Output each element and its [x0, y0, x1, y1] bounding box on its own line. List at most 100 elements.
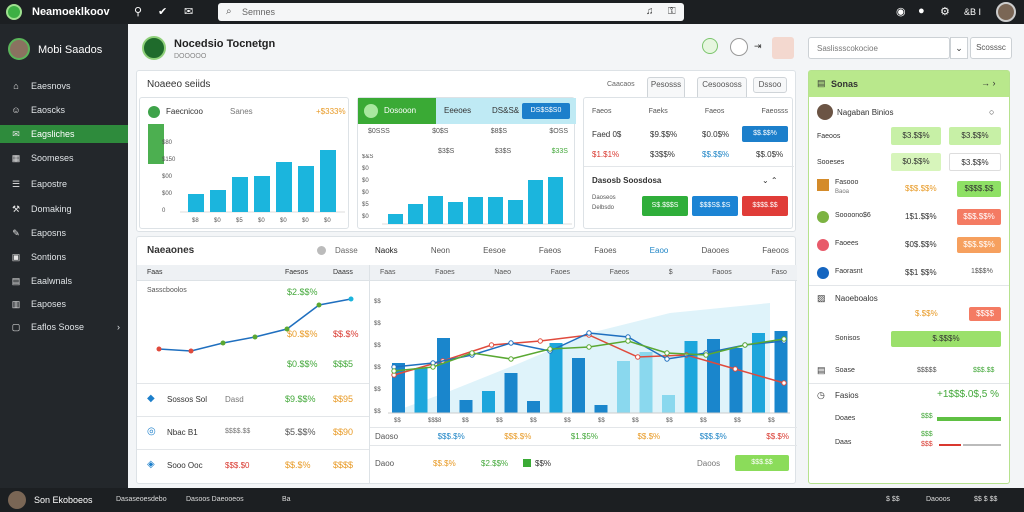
- y-tick-label: $$: [374, 387, 381, 393]
- app-logo-icon: [6, 4, 22, 20]
- line-point: [547, 346, 553, 352]
- sidebar-item-7[interactable]: ▣ Sontions: [0, 248, 128, 266]
- line-point: [348, 296, 354, 302]
- s2-value: $.$$$%: [891, 331, 1001, 347]
- sidebar-item-3[interactable]: ▦ Soomeses: [0, 149, 128, 167]
- header-search-input[interactable]: Saslissscokocioe: [808, 37, 950, 59]
- action-button-green[interactable]: S$.$$$S: [642, 196, 688, 216]
- chart-bar: [437, 338, 450, 413]
- faeos-col: Faeos: [592, 108, 612, 115]
- gem-icon: ◈: [147, 459, 155, 470]
- chevron-down-icon[interactable]: ⌄: [950, 37, 968, 59]
- profile-icon[interactable]: ○: [989, 107, 995, 117]
- sidebar-avatar[interactable]: [8, 38, 30, 60]
- check-icon[interactable]: ✔: [158, 6, 168, 18]
- sidebar-item-label: Eaalwnals: [31, 276, 73, 286]
- progress-bar: [937, 417, 1001, 421]
- sidebar-item-4[interactable]: ☰ Eapostre: [0, 175, 128, 193]
- sidebar-item-9[interactable]: ▥ Eaposes: [0, 295, 128, 313]
- logo-icon: [817, 179, 829, 191]
- right-col: $: [668, 269, 673, 276]
- section3-title: Fasios: [835, 391, 859, 400]
- lock-icon[interactable]: ⚿: [668, 6, 676, 17]
- right-tab[interactable]: Eaoo: [649, 246, 669, 255]
- mail-icon[interactable]: ✉: [184, 6, 194, 18]
- sidebar-item-1[interactable]: ☺ Eaoscks: [0, 101, 128, 119]
- footer-cell: $$$.$%: [699, 432, 727, 441]
- settings-icon[interactable]: ⚙: [940, 6, 950, 18]
- table-row[interactable]: ◆ Sossos Sol Dasd $9.$$% $$95: [137, 385, 369, 417]
- chart-bar: [594, 405, 608, 413]
- right-tab[interactable]: Faeoos: [762, 246, 789, 255]
- faeos-cell: $9.$$%: [650, 130, 678, 139]
- right-tab[interactable]: Faeos: [538, 246, 562, 255]
- sidebar-item-8[interactable]: ▤ Eaalwnals: [0, 272, 128, 290]
- line-point: [781, 380, 787, 386]
- global-search-input[interactable]: ⌕ Semnes ♫ ⚿: [218, 3, 684, 21]
- table-row[interactable]: ◎ Nbac B1 $$$$.$$ $5.$$% $$90: [137, 418, 369, 450]
- main-table-dropdown[interactable]: Dasse: [335, 246, 358, 255]
- y-tick-label: $$: [374, 409, 381, 415]
- table-row[interactable]: ◈ Sooo Ooc $$$.$0 $$.$% $$$$: [137, 451, 369, 483]
- avatar[interactable]: [996, 2, 1016, 22]
- y-tick-label: $0: [362, 178, 369, 184]
- dosoon-tab3[interactable]: DS&S&: [492, 106, 520, 115]
- dosoon-button[interactable]: DS$S$S0: [522, 103, 570, 119]
- arrow-right-icon[interactable]: ⇥: [754, 41, 762, 51]
- expand-icon[interactable]: ⌄ ⌃: [762, 176, 778, 185]
- left-row-value: $0.$$%: [287, 329, 318, 339]
- sidebar-item-0[interactable]: ⌂ Eaesnovs: [0, 77, 128, 95]
- line-point: [284, 326, 290, 332]
- sidebar-item-10[interactable]: ▢ Eaflos Soose ›: [0, 318, 128, 336]
- help-icon[interactable]: [730, 38, 748, 56]
- right-tab[interactable]: Daooes: [701, 246, 730, 255]
- bottom-item[interactable]: Ba: [282, 496, 291, 503]
- user-avatar[interactable]: [8, 491, 26, 509]
- filter-icon[interactable]: [772, 37, 794, 59]
- action-button-red[interactable]: $$$$.$$: [742, 196, 788, 216]
- bottom-item[interactable]: Dasoos Daeooeos: [186, 496, 244, 503]
- bottom-item[interactable]: Dasaseoesdebo: [116, 496, 167, 503]
- right-tab[interactable]: Faoes: [594, 246, 617, 255]
- profile-avatar: [817, 104, 833, 120]
- faeos-cell-button[interactable]: $$.$$%: [742, 126, 788, 142]
- right-tab[interactable]: Neon: [430, 246, 450, 255]
- divider: [809, 383, 1009, 384]
- sidebar-item-label: Eaposns: [31, 228, 67, 238]
- home-icon: ⌂: [13, 81, 19, 91]
- action-button-blue[interactable]: $$$S$.$S: [692, 196, 738, 216]
- x-tick-label: $$: [530, 418, 537, 423]
- page-subtitle: DOOOOO: [174, 53, 207, 60]
- header-search-button[interactable]: Scosssc: [970, 37, 1012, 59]
- tool-icon: ✎: [12, 227, 20, 238]
- dosoon-tab[interactable]: Dosooon: [358, 98, 436, 124]
- sales-card-title: Faecnicoo: [166, 107, 203, 116]
- footer-cell: $$.$%: [637, 432, 661, 441]
- record-icon[interactable]: ●: [918, 5, 925, 17]
- rp-label: Soooono$6: [835, 212, 871, 219]
- x-tick-label: $$: [496, 418, 503, 423]
- overview-tab-3[interactable]: Dssoo: [753, 77, 787, 93]
- right-tab[interactable]: Naoks: [375, 246, 398, 255]
- arrow-right-icon[interactable]: → ›: [981, 78, 996, 88]
- overview-tab-0[interactable]: Caacaos: [607, 81, 635, 88]
- divider: [584, 166, 794, 167]
- add-icon[interactable]: [702, 38, 718, 54]
- wrench-icon: ⚒: [11, 203, 21, 214]
- sidebar-item-6[interactable]: ✎ Eaposns: [0, 224, 128, 242]
- notification-icon[interactable]: ♫: [646, 6, 654, 17]
- tag-icon[interactable]: ⚲: [134, 6, 143, 18]
- divider: [369, 265, 370, 483]
- footer-button[interactable]: $$$.$$: [735, 455, 789, 471]
- section2-title: Naoeboalos: [835, 294, 878, 303]
- chat-icon[interactable]: ◉: [896, 6, 906, 18]
- sidebar-item-5[interactable]: ⚒ Domaking: [0, 200, 128, 218]
- page-title: Nocedsio Tocnetgn: [174, 38, 276, 50]
- right-tab[interactable]: Eesoe: [483, 246, 506, 255]
- rp-value: $$1 $$%: [905, 268, 937, 277]
- dosoon-tab2[interactable]: Eeeoes: [444, 106, 472, 115]
- row-name: Sooo Ooc: [167, 461, 203, 470]
- row-name: Sossos Sol: [167, 395, 208, 404]
- y-tick-label: $80: [162, 140, 173, 146]
- sidebar-item-2[interactable]: ✉ Eagsliches: [0, 125, 128, 143]
